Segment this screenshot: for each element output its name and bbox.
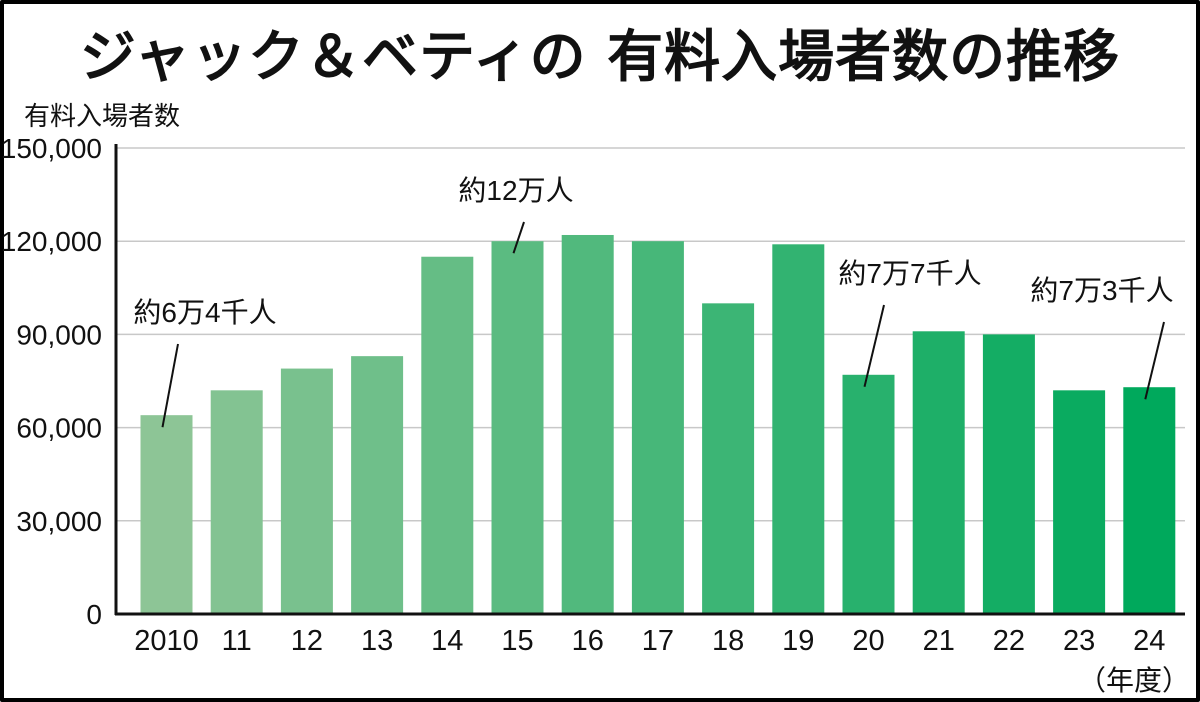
y-axis-label: 有料入場者数 [24, 101, 180, 131]
x-tick-label: 17 [642, 625, 674, 657]
bar-19 [772, 244, 825, 614]
x-tick-label: 18 [712, 625, 744, 657]
bar-12 [280, 368, 333, 614]
y-tick-label: 0 [86, 599, 102, 630]
annotation-leader-line [161, 343, 179, 428]
y-tick-label: 60,000 [16, 413, 102, 444]
bar-18 [702, 303, 755, 614]
bars [140, 234, 1176, 614]
x-tick-label: 16 [572, 625, 604, 657]
x-tick-label: 15 [501, 625, 533, 657]
annotation-label: 約7万7千人 [838, 258, 981, 289]
bar-23 [1053, 390, 1106, 614]
bar-15 [491, 241, 544, 614]
bar-13 [351, 356, 404, 614]
annotation-label: 約6万4千人 [133, 297, 276, 328]
annotation-label: 約7万3千人 [1030, 275, 1173, 306]
bar-11 [210, 390, 263, 614]
x-tick-label: 12 [291, 625, 323, 657]
y-tick-label: 90,000 [16, 319, 102, 350]
annotation-leader-line [1144, 321, 1165, 400]
x-tick-label: 24 [1133, 625, 1165, 657]
x-tick-label: 20 [852, 625, 884, 657]
bar-16 [561, 234, 614, 614]
bar-2010 [140, 415, 193, 614]
annotation-leader-line [512, 221, 525, 254]
y-tick-label: 120,000 [1, 226, 102, 257]
chart-title: ジャック＆ベティの 有料入場者数の推移 [79, 25, 1121, 90]
x-tick-label: 11 [222, 625, 252, 657]
bar-14 [421, 256, 474, 614]
y-tick-label: 150,000 [1, 133, 102, 164]
bar-22 [982, 334, 1035, 614]
tick-labels: 0 30,000 60,000 90,000 120,000 150,000 2010 11 1… [1, 133, 1166, 657]
bar-20 [842, 374, 895, 614]
x-axis-unit: （年度） [1078, 665, 1190, 696]
x-tick-label: 13 [361, 625, 393, 657]
x-tick-label: 22 [993, 625, 1025, 657]
bar-17 [631, 241, 684, 614]
annotation-leader-line [863, 304, 885, 388]
y-tick-label: 30,000 [16, 506, 102, 537]
x-tick-label: 21 [923, 625, 955, 657]
x-tick-label: 19 [782, 625, 814, 657]
bar-24 [1123, 387, 1176, 614]
bar-21 [912, 331, 965, 614]
x-tick-label: 14 [431, 625, 463, 657]
x-tick-label: 2010 [134, 625, 199, 657]
axes [114, 144, 1185, 616]
annotation-label: 約12万人 [458, 175, 573, 206]
x-tick-label: 23 [1063, 625, 1095, 657]
